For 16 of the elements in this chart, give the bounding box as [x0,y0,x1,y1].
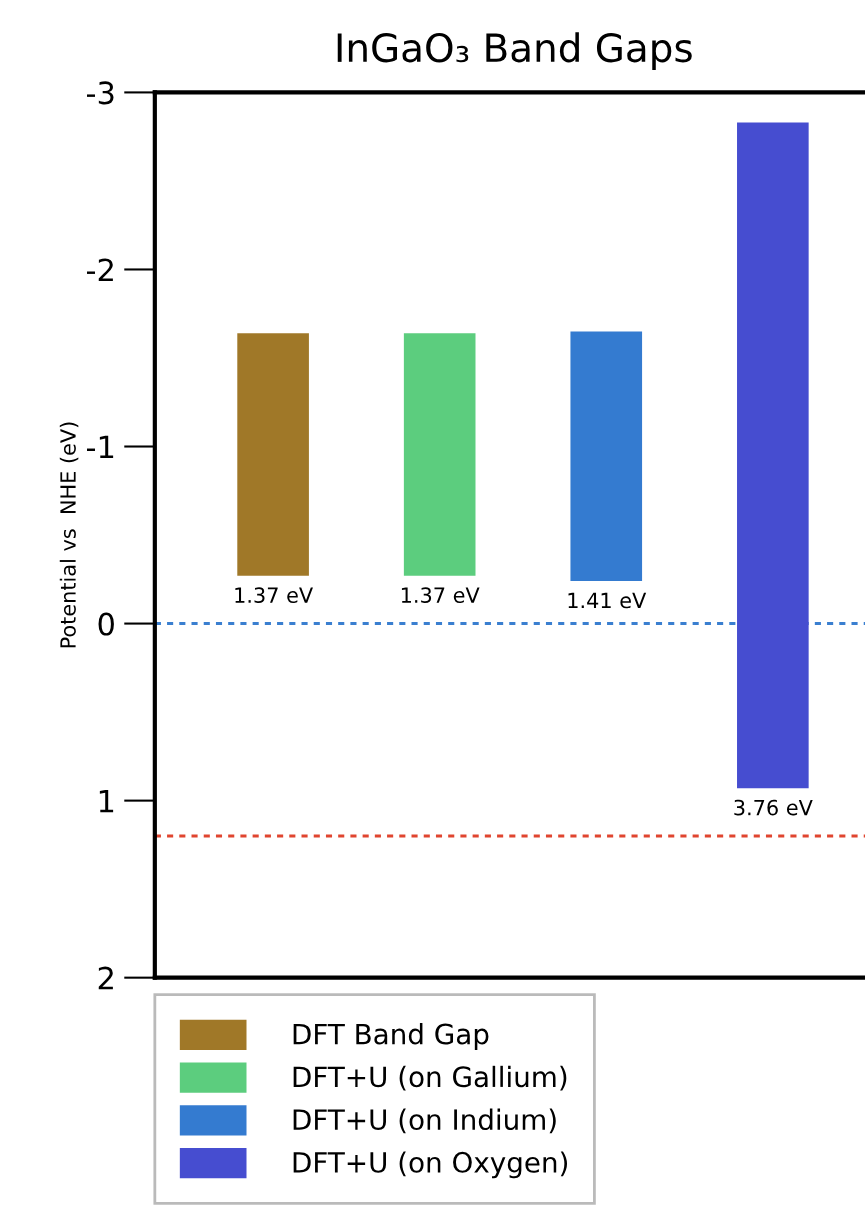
y-tick-label: 2 [98,966,113,990]
legend-label: DFT+U (on Indium) [293,1108,556,1134]
legend-label: DFT+U (on Oxygen) [293,1151,568,1179]
y-tick-label: -3 [86,81,114,105]
y-tick-label: 1 [99,789,114,813]
data-label: 1.37 eV [235,587,313,603]
y-tick-label: 0 [98,612,114,636]
chart-title: InGaO₃ Band Gaps [337,32,692,70]
data-label: 1.37 eV [401,587,480,603]
y-tick-label: -1 [86,435,114,459]
data-label: 1.41 eV [568,592,647,609]
y-tick-label: -2 [86,258,113,282]
data-label: 3.76 eV [734,799,813,816]
legend-label: DFT+U (on Gallium) [293,1065,567,1091]
y-axis-title: Potential vs NHE (eV) [59,422,79,648]
legend-label: DFT Band Gap [293,1023,489,1050]
